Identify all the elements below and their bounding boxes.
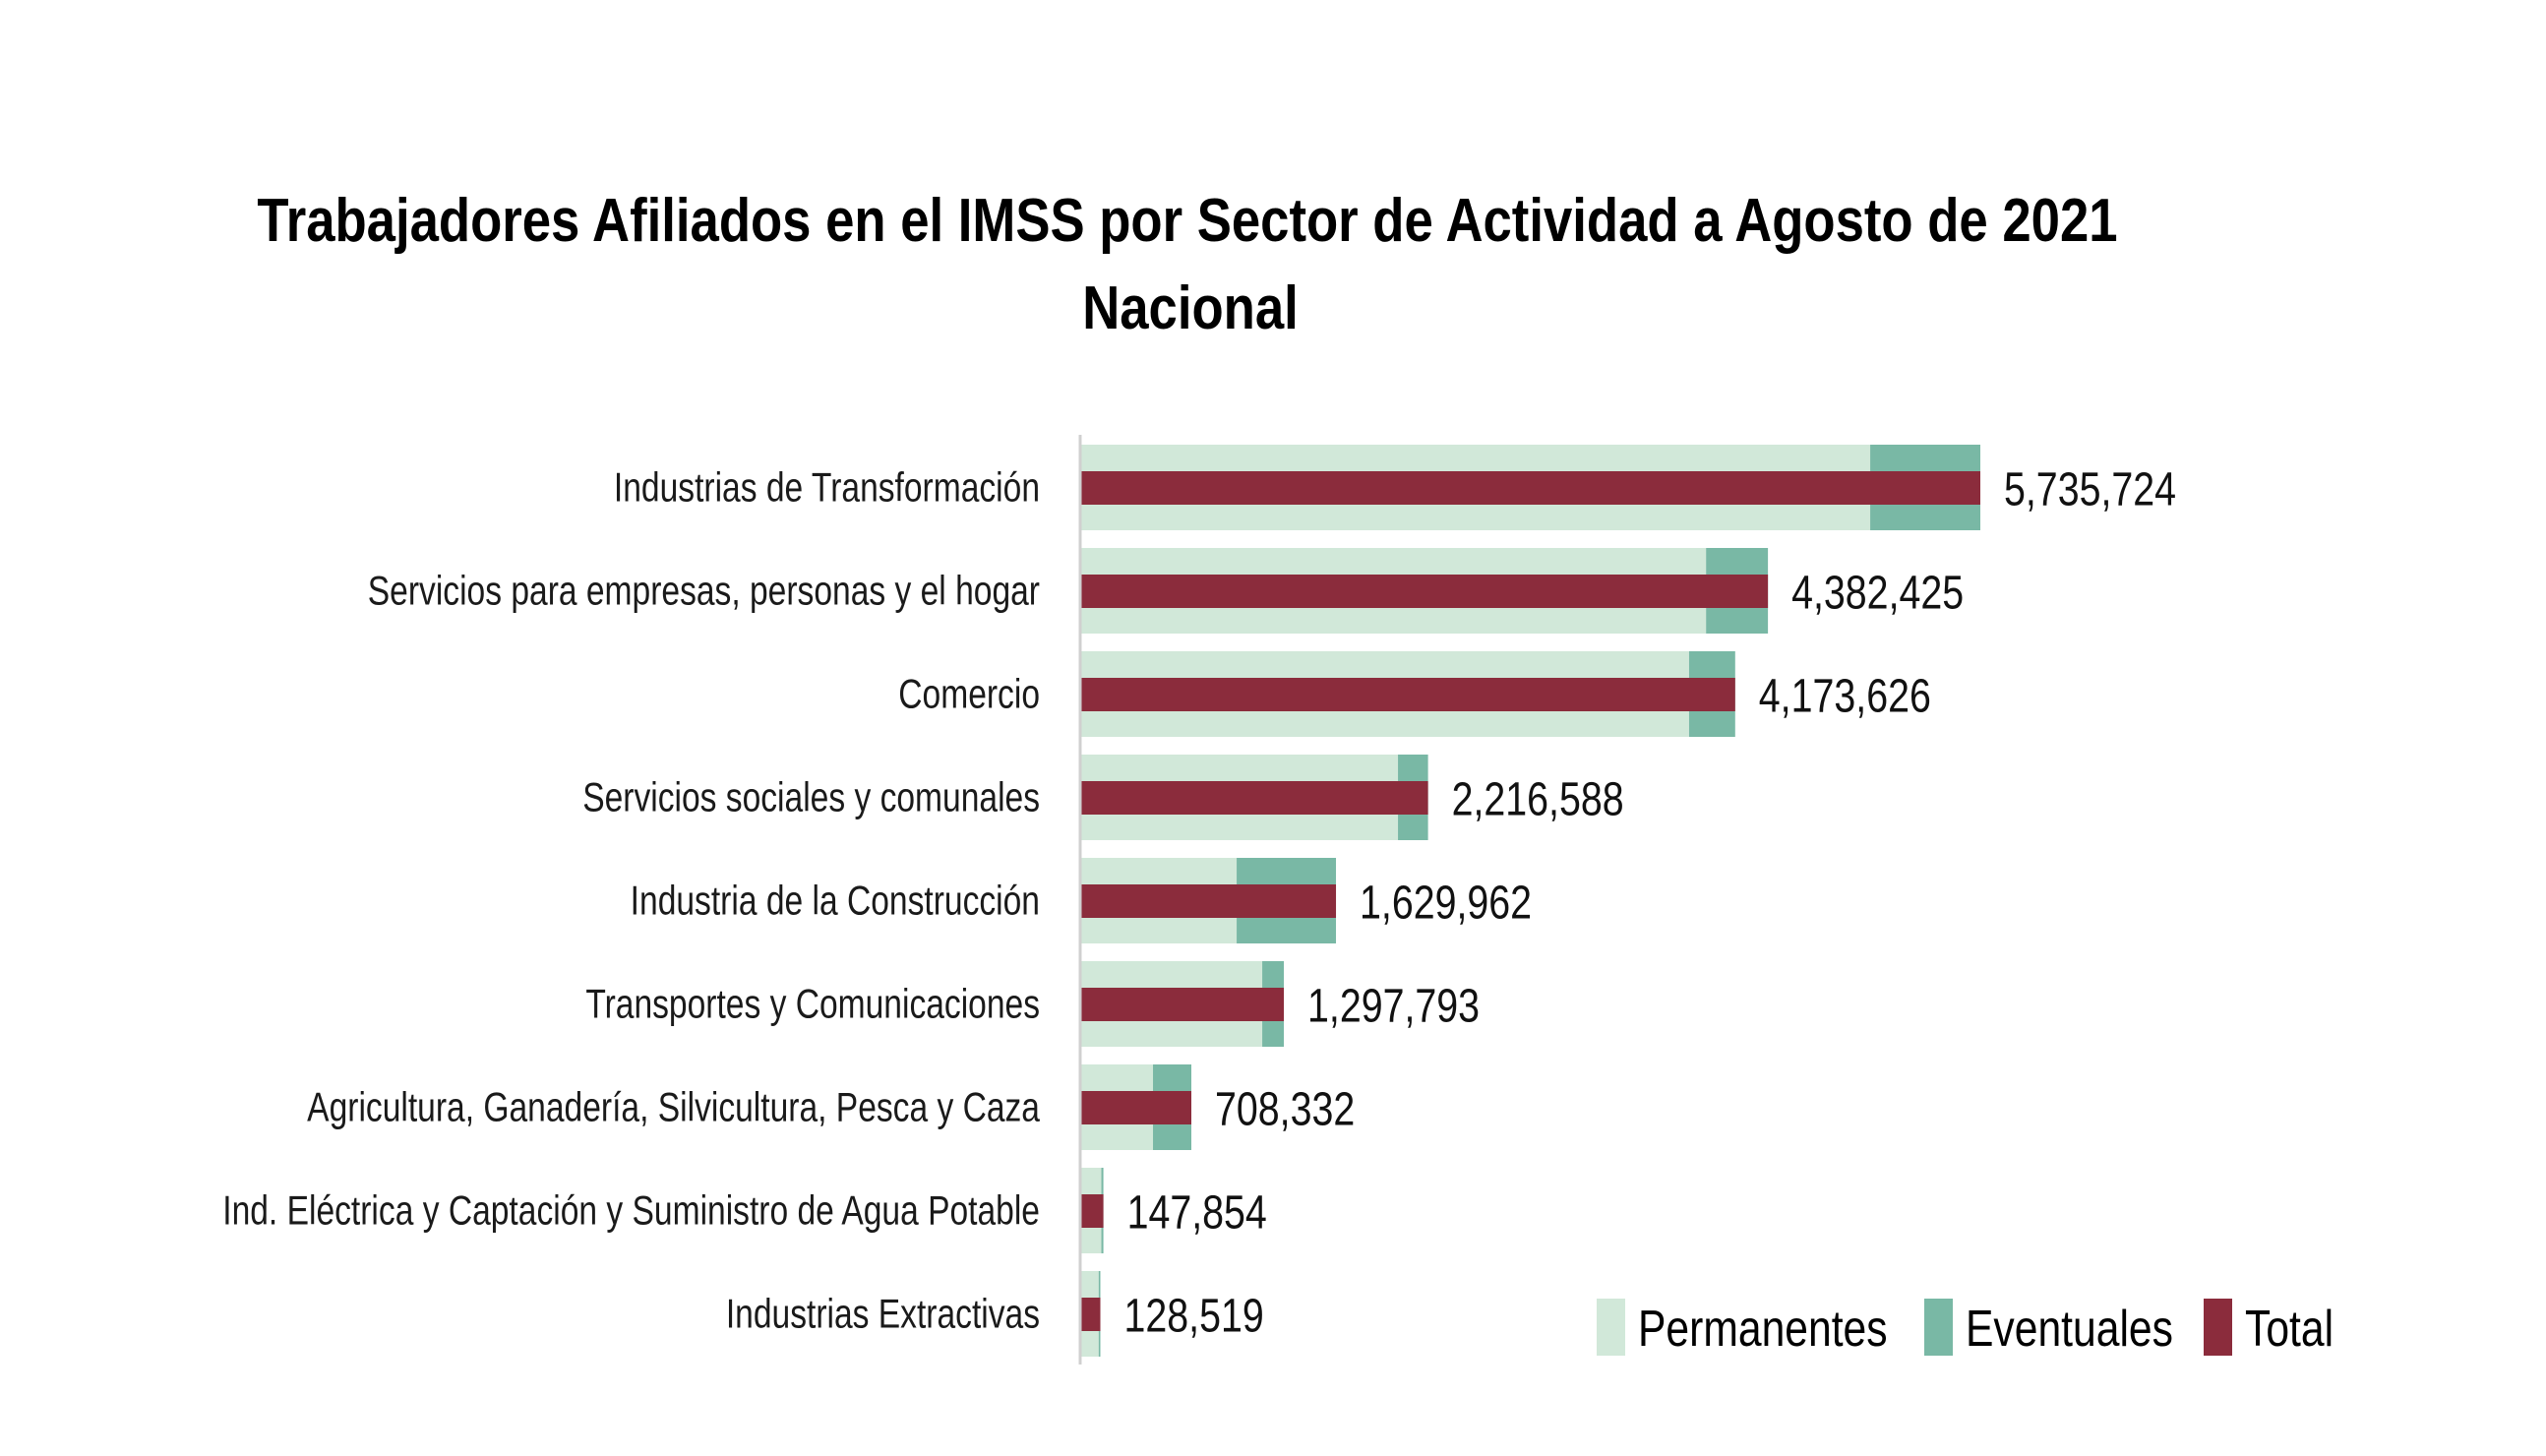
legend-swatch-total: [2204, 1299, 2232, 1356]
bar-total-transportes-y-comunicaciones: [1080, 988, 1285, 1021]
chart-title: Trabajadores Afiliados en el IMSS por Se…: [257, 187, 2117, 255]
category-label: Industrias Extractivas: [726, 1292, 1040, 1337]
category-label: Servicios sociales y comunales: [582, 775, 1040, 820]
bar-group-transportes-y-comunicaciones: [1080, 961, 1285, 1047]
data-label-total: 4,173,626: [1759, 670, 1931, 723]
category-label: Ind. Eléctrica y Captación y Suministro …: [222, 1188, 1040, 1234]
legend-label-total: Total: [2245, 1301, 2334, 1358]
bar-group-servicios-sociales-y-comunales: [1080, 755, 1428, 840]
data-label-total: 4,382,425: [1791, 567, 1964, 620]
category-label: Agricultura, Ganadería, Silvicultura, Pe…: [307, 1085, 1041, 1130]
legend: Permanentes Eventuales Total: [1597, 1299, 2334, 1358]
data-label-total: 147,854: [1127, 1186, 1267, 1240]
bar-total-industrias-de-transformacion: [1080, 471, 1980, 505]
category-label: Industrias de Transformación: [614, 465, 1040, 511]
category-label: Transportes y Comunicaciones: [585, 982, 1040, 1027]
data-label-total: 1,297,793: [1307, 980, 1480, 1033]
category-labels: Industrias de Transformación Servicios pa…: [222, 465, 1041, 1337]
bar-total-comercio: [1080, 678, 1735, 711]
value-labels: 5,735,724 4,382,425 4,173,626 2,216,588 1,62…: [1124, 463, 2177, 1343]
legend-label-eventuales: Eventuales: [1966, 1301, 2173, 1358]
bars-area: [1080, 445, 1980, 1357]
bar-group-servicios-para-empresas-personas-y-el-hogar: [1080, 548, 1769, 634]
bar-total-servicios-para-empresas-personas-y-el-hogar: [1080, 575, 1769, 608]
chart-subtitle: Nacional: [1082, 274, 1299, 342]
category-label: Servicios para empresas, personas y el h…: [368, 569, 1041, 614]
legend-label-permanentes: Permanentes: [1638, 1301, 1888, 1358]
bar-group-industria-de-la-construccion: [1080, 858, 1337, 943]
bar-total-industria-de-la-construccion: [1080, 884, 1337, 918]
data-label-total: 5,735,724: [2004, 463, 2176, 516]
data-label-total: 708,332: [1215, 1083, 1355, 1136]
data-label-total: 1,629,962: [1360, 877, 1532, 930]
bar-total-industrias-extractivas: [1080, 1298, 1101, 1331]
legend-swatch-eventuales: [1924, 1299, 1953, 1356]
bar-group-agricultura-ganaderia-silvicultura-pesca-y-caza: [1080, 1064, 1191, 1150]
bar-group-industrias-extractivas: [1080, 1271, 1101, 1357]
data-label-total: 2,216,588: [1452, 773, 1624, 826]
category-label: Comercio: [898, 672, 1040, 717]
legend-swatch-permanentes: [1597, 1299, 1625, 1356]
bar-group-comercio: [1080, 651, 1735, 737]
bar-total-servicios-sociales-y-comunales: [1080, 781, 1428, 815]
bar-total-ind-electrica-y-captacion-y-suministro-de-agua-potable: [1080, 1194, 1104, 1228]
data-label-total: 128,519: [1124, 1290, 1264, 1343]
bar-total-agricultura-ganaderia-silvicultura-pesca-y-caza: [1080, 1091, 1191, 1124]
bar-group-industrias-de-transformacion: [1080, 445, 1980, 530]
bar-group-ind-electrica-y-captacion-y-suministro-de-agua-potable: [1080, 1168, 1104, 1253]
category-label: Industria de la Construcción: [631, 879, 1040, 924]
